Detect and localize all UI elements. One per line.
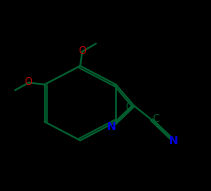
Text: C: C bbox=[153, 114, 160, 124]
Text: O: O bbox=[78, 46, 86, 56]
Text: O: O bbox=[24, 77, 32, 87]
Text: C: C bbox=[126, 102, 133, 112]
Text: N: N bbox=[107, 122, 116, 132]
Text: N: N bbox=[169, 136, 179, 146]
